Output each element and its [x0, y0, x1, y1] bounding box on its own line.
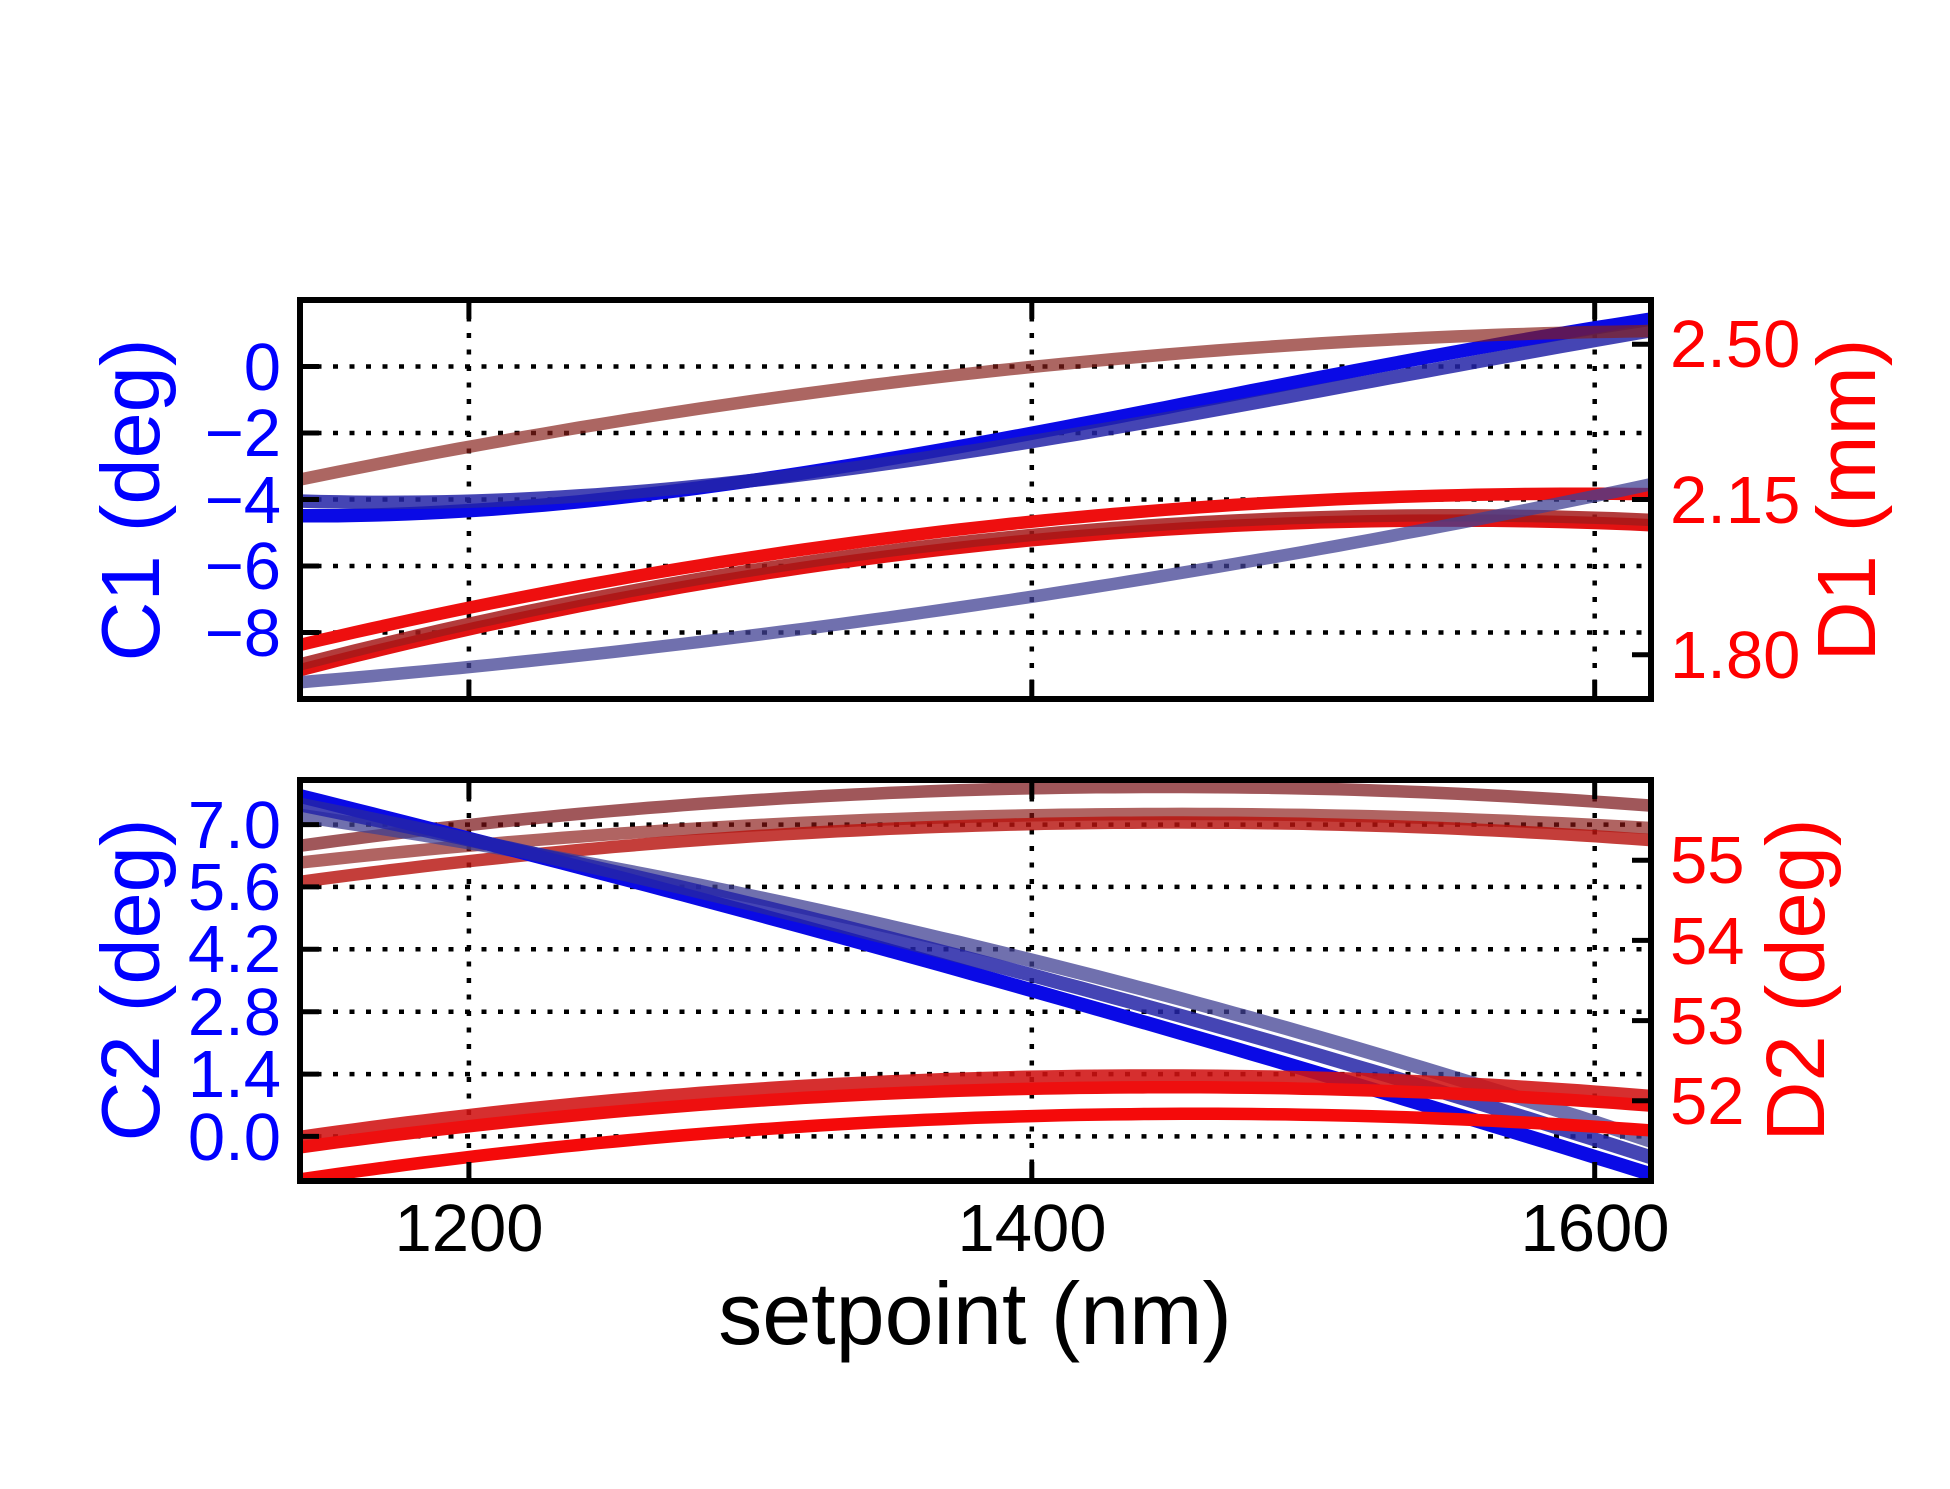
svg-text:4.2: 4.2 — [188, 912, 281, 987]
svg-text:C2 (deg): C2 (deg) — [84, 819, 177, 1142]
svg-text:2.8: 2.8 — [188, 975, 281, 1050]
svg-text:−6: −6 — [205, 529, 281, 604]
svg-text:setpoint (nm): setpoint (nm) — [718, 1264, 1232, 1363]
svg-text:−4: −4 — [205, 463, 281, 538]
svg-text:−8: −8 — [205, 596, 281, 671]
svg-text:53: 53 — [1670, 984, 1745, 1059]
svg-text:2.50: 2.50 — [1670, 307, 1800, 382]
svg-text:55: 55 — [1670, 823, 1745, 898]
svg-text:0: 0 — [244, 330, 281, 405]
svg-text:D1 (mm): D1 (mm) — [1800, 339, 1893, 662]
svg-text:1600: 1600 — [1520, 1191, 1669, 1266]
svg-text:−2: −2 — [205, 396, 281, 471]
svg-text:D2 (deg): D2 (deg) — [1749, 819, 1842, 1142]
svg-text:2.15: 2.15 — [1670, 463, 1800, 538]
svg-text:7.0: 7.0 — [188, 788, 281, 863]
svg-text:54: 54 — [1670, 904, 1745, 979]
svg-text:1.80: 1.80 — [1670, 618, 1800, 693]
svg-text:1200: 1200 — [394, 1191, 543, 1266]
svg-text:1400: 1400 — [957, 1191, 1106, 1266]
svg-text:C1 (deg): C1 (deg) — [84, 339, 177, 662]
svg-text:5.6: 5.6 — [188, 850, 281, 925]
svg-text:52: 52 — [1670, 1064, 1745, 1139]
svg-text:0.0: 0.0 — [188, 1100, 281, 1175]
svg-text:1.4: 1.4 — [188, 1037, 281, 1112]
